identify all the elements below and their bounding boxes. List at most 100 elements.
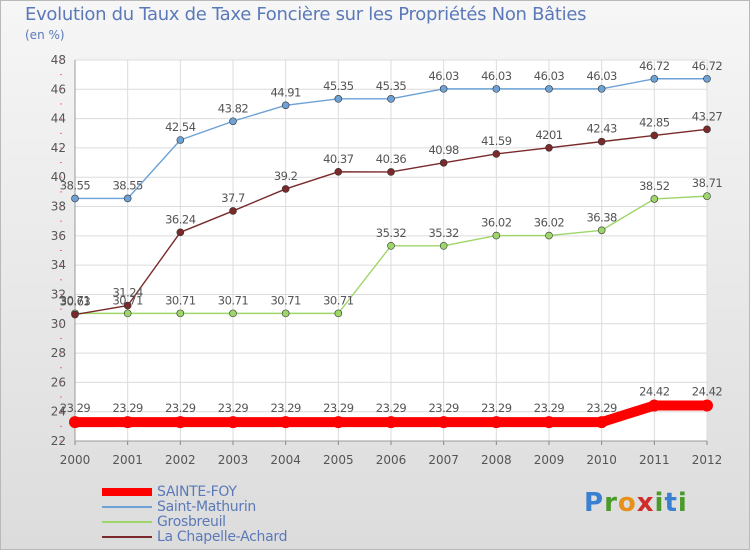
data-label: 46.72 <box>692 59 723 73</box>
data-label: 40.36 <box>376 152 407 166</box>
data-label: 42.85 <box>639 115 670 129</box>
chart-title: Evolution du Taux de Taxe Foncière sur l… <box>25 4 587 25</box>
data-point <box>597 85 606 93</box>
data-label: 35.32 <box>428 226 459 240</box>
data-point <box>439 85 448 93</box>
legend-item: La Chapelle-Achard <box>102 529 362 544</box>
x-tick-label: 2010 <box>586 453 617 467</box>
data-point <box>387 242 395 250</box>
data-label: 46.03 <box>428 69 459 83</box>
legend-item: Grosbreuil <box>102 514 362 529</box>
legend-swatch <box>102 487 152 496</box>
y-tick-label: 28 <box>51 346 66 360</box>
data-point <box>121 416 134 429</box>
data-label: 38.71 <box>692 176 723 190</box>
data-point <box>597 137 606 146</box>
data-point <box>385 416 397 429</box>
x-tick-label: 2011 <box>639 453 670 467</box>
data-label: 40.98 <box>428 143 459 157</box>
x-tick-label: 2000 <box>60 453 91 467</box>
y-tick-label: 30 <box>51 317 66 331</box>
x-tick-label: 2002 <box>165 453 196 467</box>
data-point <box>174 416 187 429</box>
data-label: 23.29 <box>60 401 91 415</box>
data-label: 42.54 <box>165 120 196 134</box>
data-label: 43.82 <box>218 101 249 115</box>
data-label: 24.42 <box>692 385 723 399</box>
data-label: 30.71 <box>165 293 196 307</box>
data-label: 23.29 <box>428 401 459 415</box>
data-point <box>281 185 290 193</box>
x-tick-label: 2006 <box>376 453 407 467</box>
data-point <box>229 117 237 126</box>
data-point <box>227 416 239 429</box>
data-label: 30.71 <box>323 293 354 307</box>
y-tick-label: 32 <box>51 287 66 301</box>
data-label: 46.03 <box>481 69 512 83</box>
data-label: 46.03 <box>586 69 617 83</box>
data-point <box>701 399 713 412</box>
data-point <box>492 150 501 158</box>
data-point <box>281 309 290 318</box>
data-point <box>545 143 553 152</box>
y-tick-label: 24 <box>51 405 66 419</box>
data-label: 35.32 <box>376 226 407 240</box>
y-tick-label: 48 <box>51 53 66 67</box>
data-point <box>545 85 553 93</box>
data-point <box>650 74 659 83</box>
x-tick-label: 2005 <box>323 453 354 467</box>
data-label: 23.29 <box>481 401 512 415</box>
data-point <box>703 192 711 200</box>
data-point <box>439 242 448 250</box>
data-label: 46.72 <box>639 59 670 73</box>
data-point <box>545 231 553 240</box>
data-label: 31.24 <box>112 286 143 300</box>
data-label: 38.55 <box>60 178 91 192</box>
data-label: 38.55 <box>112 178 143 192</box>
x-tick-label: 2009 <box>534 453 565 467</box>
logo-letter: r <box>604 488 618 518</box>
data-point <box>334 95 343 103</box>
data-point <box>490 416 503 429</box>
data-label: 39.2 <box>274 169 298 183</box>
logo-letter: P <box>584 488 605 518</box>
data-point <box>334 309 343 318</box>
data-point <box>71 194 79 203</box>
data-point <box>492 85 501 93</box>
data-point <box>437 416 450 429</box>
x-tick-label: 2012 <box>692 453 723 467</box>
y-tick-label: 36 <box>51 229 66 243</box>
data-label: 23.29 <box>165 401 196 415</box>
data-label: 30.63 <box>60 295 91 309</box>
data-point <box>334 168 343 176</box>
data-label: 23.29 <box>112 401 143 415</box>
data-label: 30.71 <box>218 293 249 307</box>
data-label: 24.42 <box>639 385 670 399</box>
y-tick-label: 40 <box>51 170 66 184</box>
data-label: 45.35 <box>323 79 354 93</box>
chart-legend: SAINTE-FOY Saint-Mathurin Grosbreuil La … <box>102 484 362 544</box>
data-label: 42.43 <box>586 122 617 136</box>
y-tick-label: 46 <box>51 82 66 96</box>
data-label: 43.27 <box>692 109 723 123</box>
y-tick-label: 42 <box>51 141 66 155</box>
data-point <box>597 226 606 235</box>
data-label: 30.71 <box>112 293 143 307</box>
legend-label: La Chapelle-Achard <box>157 528 288 545</box>
legend-swatch <box>102 520 152 523</box>
legend-item: Saint-Mathurin <box>102 499 362 514</box>
data-point <box>123 309 132 318</box>
data-point <box>123 194 132 203</box>
data-point <box>543 416 555 429</box>
data-point <box>281 101 290 110</box>
data-label: 36.24 <box>165 212 196 226</box>
x-tick-label: 2008 <box>481 453 512 467</box>
data-point <box>650 131 659 140</box>
data-label: 23.29 <box>586 401 617 415</box>
data-label: 36.38 <box>586 210 617 224</box>
legend-label: Saint-Mathurin <box>157 498 256 515</box>
data-label: 30.71 <box>270 293 301 307</box>
data-label: 4201 <box>535 128 562 142</box>
data-label: 36.02 <box>481 216 512 230</box>
data-point <box>229 207 237 215</box>
